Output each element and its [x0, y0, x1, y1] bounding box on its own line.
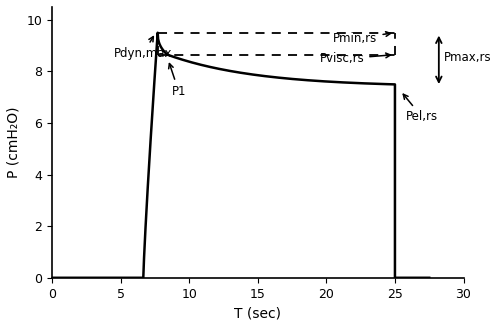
X-axis label: T (sec): T (sec): [234, 306, 282, 320]
Text: P1: P1: [168, 63, 186, 98]
Text: Pel,rs: Pel,rs: [404, 94, 438, 123]
Y-axis label: P (cmH₂O): P (cmH₂O): [7, 107, 21, 178]
Text: Pmax,rs: Pmax,rs: [444, 51, 492, 64]
Text: Pmin,rs: Pmin,rs: [333, 32, 390, 45]
Text: Pdyn,max: Pdyn,max: [114, 37, 172, 60]
Text: Pvisc,rs: Pvisc,rs: [320, 52, 390, 65]
